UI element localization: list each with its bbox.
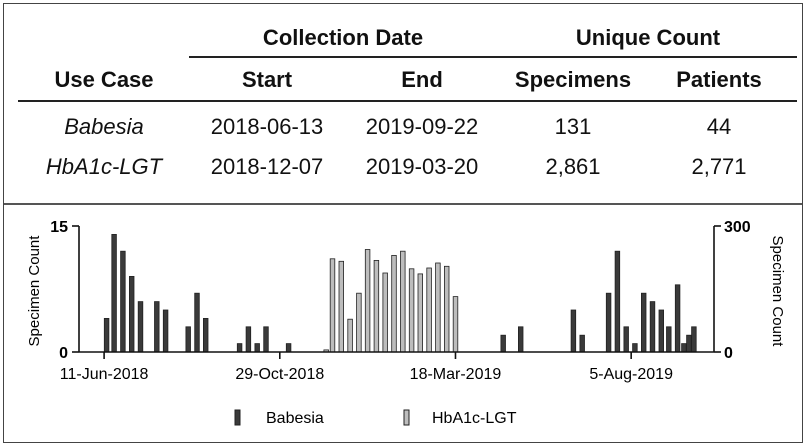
babesia-bar-22 <box>632 343 638 353</box>
row-hba1c-start: 2018-12-07 <box>210 154 324 179</box>
col-header-use-case: Use Case <box>54 67 154 92</box>
hba1c-bar-14 <box>443 265 450 353</box>
hba1c-bar-3 <box>347 318 353 353</box>
babesia-bar-17 <box>570 309 577 353</box>
babesia-bar-1 <box>111 233 117 353</box>
hba1c-bar-5 <box>364 249 371 353</box>
hba1c-bar-1 <box>329 258 336 353</box>
babesia-bar-0 <box>103 317 110 353</box>
header-rule <box>18 100 797 102</box>
row-hba1c-patients: 2,771 <box>691 154 747 179</box>
babesia-bar-18 <box>579 334 585 353</box>
babesia-bar-24 <box>649 301 656 353</box>
hba1c-bar-11 <box>417 273 423 353</box>
row-hba1c-specimens: 2,861 <box>545 154 601 179</box>
hba1c-bar-10 <box>408 268 415 353</box>
babesia-bar-7 <box>185 326 191 353</box>
left-y-tick-label-max: 15 <box>50 219 68 236</box>
hba1c-bar-7 <box>382 272 388 353</box>
hba1c-bar-8 <box>391 254 397 353</box>
babesia-bar-13 <box>263 326 269 353</box>
figure-frame: Collection Date Unique Count Use Case St… <box>3 3 803 443</box>
babesia-bar-9 <box>202 317 209 353</box>
row-hba1c-use-case: HbA1c-LGT <box>45 154 163 179</box>
babesia-bar-27 <box>674 284 681 353</box>
babesia-bar-28 <box>681 343 687 353</box>
col-header-start: Start <box>241 67 293 92</box>
x-axis-ticks: 11-Jun-2018 29-Oct-2018 18-Mar-2019 5-Aug-2… <box>60 352 673 383</box>
hba1c-bar-4 <box>356 292 362 353</box>
babesia-bar-10 <box>236 343 243 353</box>
row-babesia-specimens: 131 <box>554 114 592 139</box>
legend-label-babesia: Babesia <box>266 410 324 427</box>
unique-count-underline <box>509 56 797 58</box>
hba1c-bar-13 <box>435 262 441 353</box>
col-header-specimens: Specimens <box>514 67 632 92</box>
babesia-bar-19 <box>605 292 612 353</box>
hba1c-bars <box>323 249 459 353</box>
right-y-tick-label-min: 0 <box>724 345 733 362</box>
babesia-bar-12 <box>254 343 260 353</box>
babesia-bar-3 <box>129 275 135 353</box>
specimen-count-chart: 15 0 300 0 Specimen Count Specimen Count… <box>26 219 786 427</box>
row-hba1c-end: 2019-03-20 <box>365 154 479 179</box>
hba1c-bar-9 <box>400 250 406 353</box>
babesia-bar-11 <box>245 326 252 353</box>
col-header-end: End <box>401 67 443 92</box>
babesia-bar-29 <box>686 334 692 353</box>
babesia-bar-8 <box>194 292 200 353</box>
babesia-bar-23 <box>641 292 647 353</box>
legend-swatch-babesia <box>234 409 241 426</box>
group-header-collection-date: Collection Date <box>262 25 424 50</box>
babesia-bar-20 <box>614 250 621 353</box>
babesia-bar-21 <box>623 326 629 353</box>
x-tick-label-3: 5-Aug-2019 <box>589 366 673 383</box>
hba1c-bar-2 <box>338 260 344 353</box>
legend-label-hba1c: HbA1c-LGT <box>432 410 517 427</box>
hba1c-bar-12 <box>426 267 432 353</box>
babesia-bar-5 <box>154 301 160 353</box>
right-y-axis-title: Specimen Count <box>769 236 786 348</box>
row-babesia-patients: 44 <box>706 114 732 139</box>
babesia-bar-6 <box>162 309 169 353</box>
babesia-bar-15 <box>500 334 506 353</box>
row-babesia-use-case: Babesia <box>64 114 144 139</box>
x-tick-label-0: 11-Jun-2018 <box>60 366 149 383</box>
babesia-bar-4 <box>137 301 144 353</box>
babesia-bar-16 <box>518 326 524 353</box>
x-tick-label-2: 18-Mar-2019 <box>410 366 502 383</box>
x-tick-label-1: 29-Oct-2018 <box>235 366 324 383</box>
hba1c-bar-15 <box>452 296 459 353</box>
row-babesia-end: 2019-09-22 <box>365 114 479 139</box>
babesia-bar-25 <box>658 309 664 353</box>
babesia-bar-26 <box>666 326 672 353</box>
right-y-tick-label-max: 300 <box>724 219 751 236</box>
babesia-bar-2 <box>120 250 126 353</box>
collection-date-underline <box>189 56 509 58</box>
group-header-unique-count: Unique Count <box>575 25 721 50</box>
col-header-patients: Patients <box>676 67 762 92</box>
left-y-axis-title: Specimen Count <box>26 235 43 347</box>
legend-swatch-hba1c <box>403 409 410 426</box>
babesia-bar-30 <box>691 326 697 353</box>
section-divider <box>4 203 802 205</box>
hba1c-bar-6 <box>373 259 380 353</box>
row-babesia-start: 2018-06-13 <box>210 114 324 139</box>
babesia-bar-14 <box>285 343 292 353</box>
left-y-tick-label-min: 0 <box>59 345 68 362</box>
